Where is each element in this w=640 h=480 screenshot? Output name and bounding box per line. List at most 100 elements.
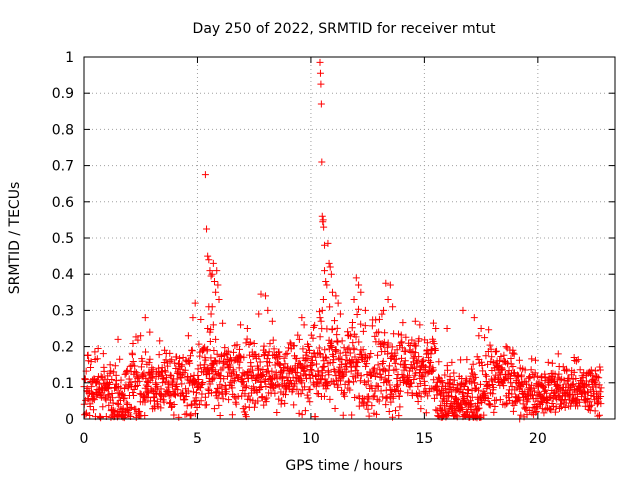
data-point	[392, 407, 400, 415]
data-point	[255, 310, 263, 318]
data-point	[588, 401, 596, 409]
data-point	[183, 410, 191, 418]
data-point	[344, 328, 352, 336]
data-point	[398, 338, 406, 346]
data-point	[155, 351, 163, 359]
data-point	[399, 319, 407, 327]
data-point	[215, 401, 223, 409]
data-point	[525, 386, 533, 394]
data-point	[280, 354, 288, 362]
data-point	[161, 346, 169, 354]
data-point	[595, 374, 603, 382]
data-point	[240, 378, 248, 386]
data-point	[123, 399, 131, 407]
data-point	[270, 345, 278, 353]
data-point	[418, 372, 426, 380]
data-point	[380, 338, 388, 346]
data-point	[435, 373, 443, 381]
data-point	[354, 305, 362, 313]
data-point	[482, 372, 490, 380]
data-point	[91, 348, 99, 356]
data-point	[528, 409, 536, 417]
data-point	[138, 357, 146, 365]
data-point	[509, 407, 517, 415]
data-point	[334, 381, 342, 389]
data-point	[359, 394, 367, 402]
data-point	[318, 158, 326, 166]
data-point	[386, 362, 394, 370]
data-point	[486, 341, 494, 349]
data-point	[539, 382, 547, 390]
data-point	[133, 382, 141, 390]
data-point	[347, 332, 355, 340]
data-point	[420, 377, 428, 385]
data-point	[223, 351, 231, 359]
data-point	[565, 374, 573, 382]
data-point	[410, 376, 418, 384]
data-point	[401, 357, 409, 365]
data-point	[262, 398, 270, 406]
data-point	[371, 373, 379, 381]
data-point	[290, 401, 298, 409]
data-point	[538, 405, 546, 413]
data-point	[352, 333, 360, 341]
data-point	[207, 354, 215, 362]
data-point	[497, 352, 505, 360]
data-point	[328, 343, 336, 351]
data-point	[165, 380, 173, 388]
data-point	[309, 334, 317, 342]
data-point	[386, 281, 394, 289]
data-point	[382, 279, 390, 287]
data-point	[475, 332, 483, 340]
data-point	[367, 349, 375, 357]
data-point	[396, 403, 404, 411]
data-point	[544, 358, 552, 366]
data-point	[209, 321, 217, 329]
data-point	[210, 347, 218, 355]
data-point	[543, 404, 551, 412]
data-point	[416, 380, 424, 388]
data-point	[123, 366, 131, 374]
data-point	[89, 395, 97, 403]
data-point	[516, 396, 524, 404]
data-point	[206, 267, 214, 275]
data-point	[396, 387, 404, 395]
data-point	[335, 354, 343, 362]
data-point	[140, 393, 148, 401]
data-point	[554, 350, 562, 358]
data-point	[357, 288, 365, 296]
data-point	[315, 371, 323, 379]
data-point	[486, 401, 494, 409]
data-point	[435, 358, 443, 366]
data-point	[127, 403, 135, 411]
data-point	[523, 411, 531, 419]
data-point	[425, 357, 433, 365]
data-point	[478, 358, 486, 366]
data-point	[141, 314, 149, 322]
data-point	[519, 400, 527, 408]
data-point	[265, 359, 273, 367]
data-point	[330, 380, 338, 388]
data-point	[241, 403, 249, 411]
data-point	[204, 252, 212, 260]
data-point	[240, 353, 248, 361]
data-point	[210, 374, 218, 382]
data-point	[448, 392, 456, 400]
data-point	[395, 412, 403, 420]
data-point	[418, 357, 426, 365]
data-point	[416, 321, 424, 329]
data-point	[587, 366, 595, 374]
data-point	[356, 377, 364, 385]
data-point	[548, 399, 556, 407]
data-point	[313, 360, 321, 368]
data-point	[213, 350, 221, 358]
data-point	[500, 382, 508, 390]
data-point	[378, 310, 386, 318]
data-point	[194, 372, 202, 380]
data-point	[322, 277, 330, 285]
data-point	[422, 409, 430, 417]
data-point	[312, 353, 320, 361]
data-point	[201, 171, 209, 179]
data-point	[488, 380, 496, 388]
